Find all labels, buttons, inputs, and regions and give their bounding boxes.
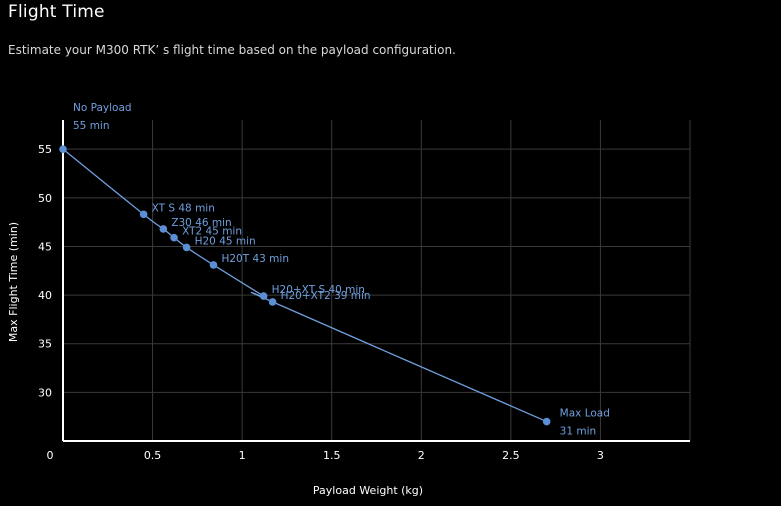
point-name-label: No Payload <box>73 102 132 114</box>
data-point <box>59 145 67 153</box>
x-tick-label: 1 <box>239 449 246 462</box>
x-tick-label: 0 <box>47 449 54 462</box>
y-tick-label: 50 <box>38 192 52 205</box>
grid-lines <box>63 120 691 441</box>
data-point <box>182 243 191 252</box>
series-line <box>62 148 547 423</box>
x-axis-label: Payload Weight (kg) <box>313 484 423 497</box>
x-tick-label: 1.5 <box>323 449 341 462</box>
point-labels: No Payload 55 min XT S 48 min Z30 46 minXT2… <box>73 102 610 437</box>
flight-time-curve <box>62 148 547 423</box>
data-point <box>259 292 268 300</box>
data-point <box>268 298 277 306</box>
y-tick-label: 30 <box>38 386 52 399</box>
point-value-label: 31 min <box>560 426 597 438</box>
point-name-label: Max Load <box>560 408 610 420</box>
point-value-label: Z30 46 min <box>171 217 231 229</box>
point-value-label: H20+XT S 40 min <box>272 284 365 296</box>
x-tick-label: 3 <box>597 449 604 462</box>
point-value-label: H20 45 min <box>195 235 256 247</box>
y-tick-label: 40 <box>38 289 52 302</box>
point-value-label: 55 min <box>73 120 110 132</box>
data-point <box>159 225 168 233</box>
data-point <box>170 233 178 242</box>
data-point <box>542 417 551 426</box>
y-tick-label: 55 <box>38 143 52 156</box>
point-value-label: H20+XT2 39 min <box>281 290 371 302</box>
page-title: Flight Time <box>8 2 105 22</box>
data-points <box>59 145 551 426</box>
page-subtitle: Estimate your M300 RTK’ s flight time ba… <box>8 43 456 57</box>
x-tick-label: 2 <box>418 449 425 462</box>
data-point <box>139 210 148 219</box>
y-tick-label: 45 <box>38 240 52 253</box>
y-axis-label: Max Flight Time (min) <box>7 222 20 342</box>
point-value-label: XT S 48 min <box>152 202 215 214</box>
axes: 0 0.5 1 1.5 2 2.5 3 30 35 40 45 50 55 <box>38 120 690 462</box>
data-point <box>209 261 218 269</box>
point-value-label: H20T 43 min <box>221 253 289 265</box>
y-tick-label: 35 <box>38 338 52 351</box>
x-tick-label: 0.5 <box>144 449 162 462</box>
point-value-label: XT2 45 min <box>182 226 242 238</box>
x-tick-label: 2.5 <box>502 449 520 462</box>
